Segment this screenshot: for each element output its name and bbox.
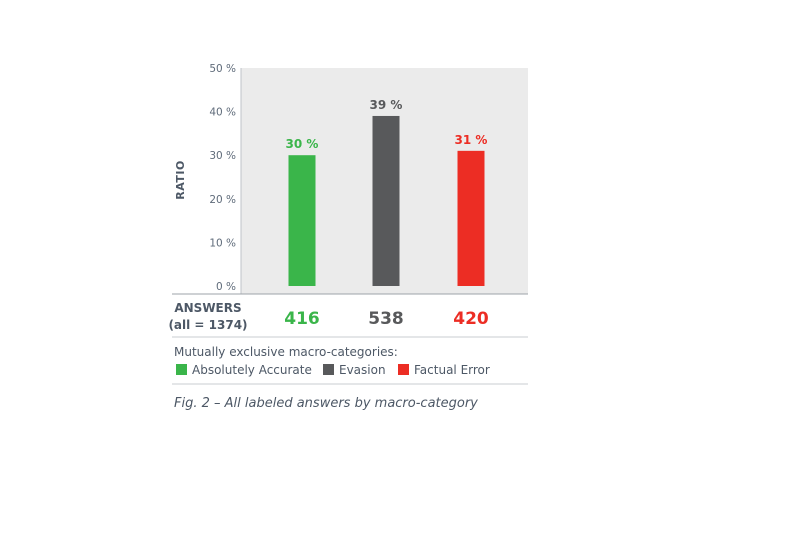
y-tick-label: 10 % <box>209 237 236 249</box>
legend-title: Mutually exclusive macro-categories: <box>174 345 398 359</box>
answer-count: 420 <box>453 309 489 329</box>
answer-count: 416 <box>284 309 320 329</box>
y-tick-label: 0 % <box>216 281 236 293</box>
y-tick-label: 50 % <box>209 63 236 75</box>
bar-value-label: 30 % <box>286 137 319 151</box>
y-tick-label: 40 % <box>209 107 236 119</box>
y-axis-label: RATIO <box>174 160 187 200</box>
y-tick-label: 30 % <box>209 150 236 162</box>
answer-count: 538 <box>368 309 404 329</box>
bar-value-label: 31 % <box>455 133 488 147</box>
answers-sublabel: (all = 1374) <box>168 318 247 332</box>
bar-value-label: 39 % <box>370 98 403 112</box>
legend-swatch <box>176 364 187 375</box>
legend-label: Absolutely Accurate <box>192 363 312 377</box>
bar <box>457 150 485 286</box>
legend-label: Factual Error <box>414 363 490 377</box>
answers-label: ANSWERS <box>174 301 241 315</box>
legend-swatch <box>398 364 409 375</box>
bar <box>372 115 400 287</box>
legend-swatch <box>323 364 334 375</box>
legend: Absolutely Accurate Evasion Factual Error <box>176 363 490 377</box>
figure-caption: Fig. 2 – All labeled answers by macro-ca… <box>174 396 478 411</box>
y-tick-label: 20 % <box>209 194 236 206</box>
bar <box>288 155 316 286</box>
legend-label: Evasion <box>339 363 386 377</box>
